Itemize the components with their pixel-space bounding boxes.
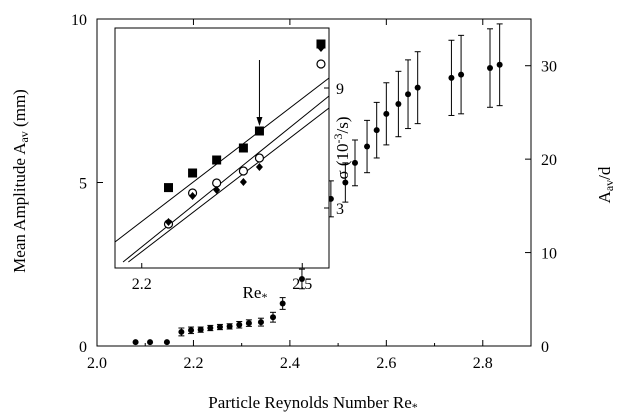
x-tick-label: 2.4 xyxy=(280,355,300,372)
inset-plot-frame xyxy=(114,27,330,269)
inset-diamond-marker xyxy=(213,186,221,194)
inset-points xyxy=(163,39,326,229)
inset-ticks: 2.2 2.5 3 9 xyxy=(132,81,344,293)
y-axis-right-label: Aav/d xyxy=(595,166,616,203)
inset-open-circle-marker xyxy=(238,166,248,176)
data-point xyxy=(342,179,349,186)
fit-line xyxy=(115,77,329,243)
inset-open-circle-marker xyxy=(212,178,222,188)
inset-square-marker xyxy=(188,168,198,178)
inset-x-tick-label: 2.5 xyxy=(292,276,312,293)
inset-diamond-marker xyxy=(165,218,172,226)
data-point xyxy=(448,74,455,81)
inset-diamond-marker xyxy=(317,44,325,52)
x-tick-label: 2.8 xyxy=(473,355,493,372)
data-point xyxy=(487,65,494,72)
fit-line xyxy=(122,95,329,263)
data-point xyxy=(458,71,465,78)
data-point xyxy=(245,320,252,327)
inset-open-circle-marker xyxy=(316,59,326,69)
inset-square-marker xyxy=(164,183,173,193)
data-point xyxy=(414,84,421,91)
y-tick-label: 5 xyxy=(79,176,87,193)
y-tick-label: 0 xyxy=(79,339,87,356)
x-axis-label: Particle Reynolds Number Re* xyxy=(208,393,418,414)
data-point xyxy=(496,61,503,68)
data-point xyxy=(226,323,233,330)
x-tick-label: 2.0 xyxy=(87,355,107,372)
inset-x-axis-label: Re* xyxy=(243,283,268,304)
data-point xyxy=(197,326,204,333)
data-point xyxy=(279,300,286,307)
data-point xyxy=(373,127,380,134)
y-tick-label: 10 xyxy=(71,12,87,29)
data-point xyxy=(147,339,154,346)
y2-tick-label: 30 xyxy=(541,59,557,76)
x-tick-label: 2.2 xyxy=(183,355,203,372)
data-point xyxy=(207,325,214,332)
data-point xyxy=(364,143,371,150)
data-point xyxy=(163,339,170,346)
inset-y-tick-label: 3 xyxy=(336,201,344,218)
y-axis-left-label: Mean Amplitude Aav (mm) xyxy=(10,89,31,273)
data-point xyxy=(298,275,305,282)
inset-square-marker xyxy=(212,155,222,165)
inset-y-tick-label: 9 xyxy=(336,81,344,98)
data-point xyxy=(257,319,264,326)
y2-tick-label: 20 xyxy=(541,152,557,169)
inset-open-circle-marker xyxy=(254,153,265,163)
data-point xyxy=(351,159,358,166)
data-point xyxy=(178,328,185,335)
y2-tick-label: 0 xyxy=(541,339,549,356)
data-point xyxy=(236,321,243,328)
main-ticks: 2.0 2.2 2.4 2.6 2.8 0 5 10 0 10 20 30 xyxy=(71,12,557,372)
data-point xyxy=(132,339,139,346)
inset-diamond-marker xyxy=(239,178,247,186)
fit-line xyxy=(128,107,329,263)
inset-diamond-marker xyxy=(189,192,197,200)
inset-fit-lines xyxy=(115,77,329,263)
inset-square-marker xyxy=(238,143,248,153)
data-point xyxy=(188,327,195,334)
inset-x-tick-label: 2.2 xyxy=(132,276,152,293)
inset-arrow xyxy=(256,60,263,126)
y2-tick-label: 10 xyxy=(541,246,557,263)
data-point xyxy=(383,110,390,117)
data-point xyxy=(216,324,223,331)
inset-diamond-marker xyxy=(255,163,263,171)
arrow-head xyxy=(256,117,263,126)
x-tick-label: 2.6 xyxy=(376,355,396,372)
data-point xyxy=(270,314,277,321)
data-point xyxy=(405,91,412,98)
inset-y-axis-label: σ (10-3/s) xyxy=(331,116,352,179)
data-point xyxy=(395,101,402,108)
inset-square-marker xyxy=(254,126,264,136)
